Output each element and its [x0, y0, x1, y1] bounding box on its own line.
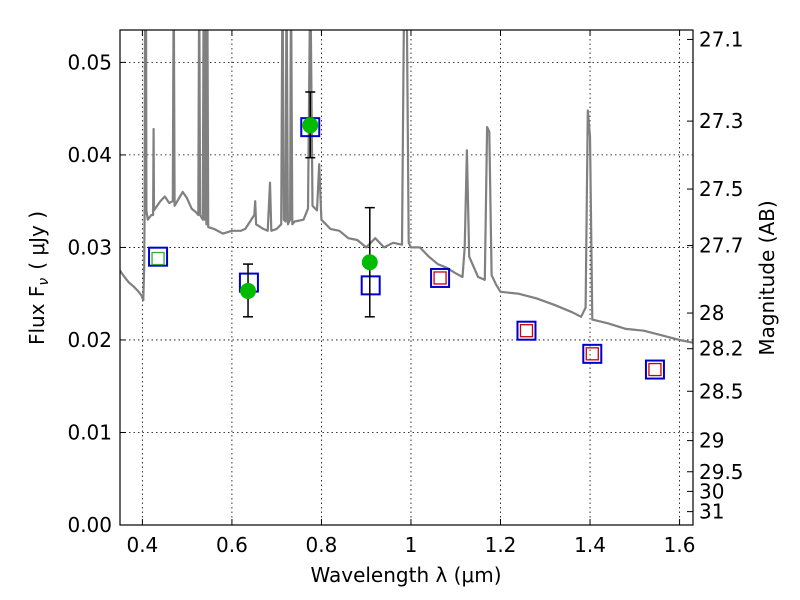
x-tick-label: 1.6 — [664, 533, 696, 557]
y-label-unit: ( μJy ) — [25, 211, 49, 270]
grid-lines — [120, 30, 693, 526]
right-tick-label: 27.1 — [699, 27, 744, 51]
right-tick-label: 30 — [699, 479, 724, 503]
model-square — [648, 362, 662, 377]
detection-point — [240, 282, 257, 299]
photometry-square — [430, 267, 451, 288]
x-tick-label: 0.4 — [126, 533, 158, 557]
photometry-square — [582, 343, 603, 364]
right-tick-label: 31 — [699, 500, 724, 524]
photometry-square — [644, 359, 665, 380]
axis-ticks: 0.4 0.6 0.8 1 1.2 1.4 1.6 0.00 0.01 0.02 0.03 0.04 0… — [67, 27, 743, 557]
right-tick-label: 28 — [699, 301, 724, 325]
right-tick-label: 28.2 — [699, 337, 744, 361]
svg-text:Flux Fν( μJy ): Flux Fν ( μJy ) — [25, 211, 52, 345]
model-square — [519, 324, 534, 338]
y-tick-label: 0.05 — [67, 50, 112, 74]
y-axis-label-right: Magnitude (AB) — [755, 200, 779, 355]
right-tick-label: 28.5 — [699, 379, 744, 403]
y-axis-label-left: Flux Fν ( μJy ) — [25, 211, 52, 345]
right-tick-label: 29 — [699, 429, 724, 453]
x-tick-label: 1.2 — [485, 533, 517, 557]
photometry-square — [360, 275, 381, 296]
plot-content — [120, 30, 693, 380]
y-tick-label: 0.03 — [67, 235, 112, 259]
right-tick-label: 29.5 — [699, 460, 744, 484]
spectrum-line — [120, 30, 693, 344]
x-tick-label: 1.4 — [574, 533, 606, 557]
x-axis-label: Wavelength λ (μm) — [310, 563, 501, 587]
y-label-flux: Flux F — [25, 286, 49, 345]
model-square — [151, 251, 165, 266]
y-tick-label: 0.01 — [67, 420, 112, 444]
model-square — [585, 347, 599, 361]
x-tick-label: 0.8 — [306, 533, 338, 557]
right-tick-label: 27.5 — [699, 177, 744, 201]
y-tick-label: 0.04 — [67, 143, 112, 167]
y-tick-label: 0.02 — [67, 328, 112, 352]
x-tick-label: 0.6 — [216, 533, 248, 557]
plot-background — [120, 30, 693, 525]
detection-point — [302, 117, 319, 134]
right-tick-label: 27.7 — [699, 234, 744, 258]
right-tick-label: 27.3 — [699, 109, 744, 133]
model-square — [433, 271, 447, 285]
x-tick-label: 1 — [405, 533, 418, 557]
plot-frame — [119, 29, 694, 526]
detection-point — [361, 254, 378, 271]
photometry-square — [148, 246, 169, 267]
y-label-nu: ν — [36, 278, 52, 286]
y-tick-label: 0.00 — [67, 513, 112, 537]
photometry-square — [516, 320, 537, 341]
